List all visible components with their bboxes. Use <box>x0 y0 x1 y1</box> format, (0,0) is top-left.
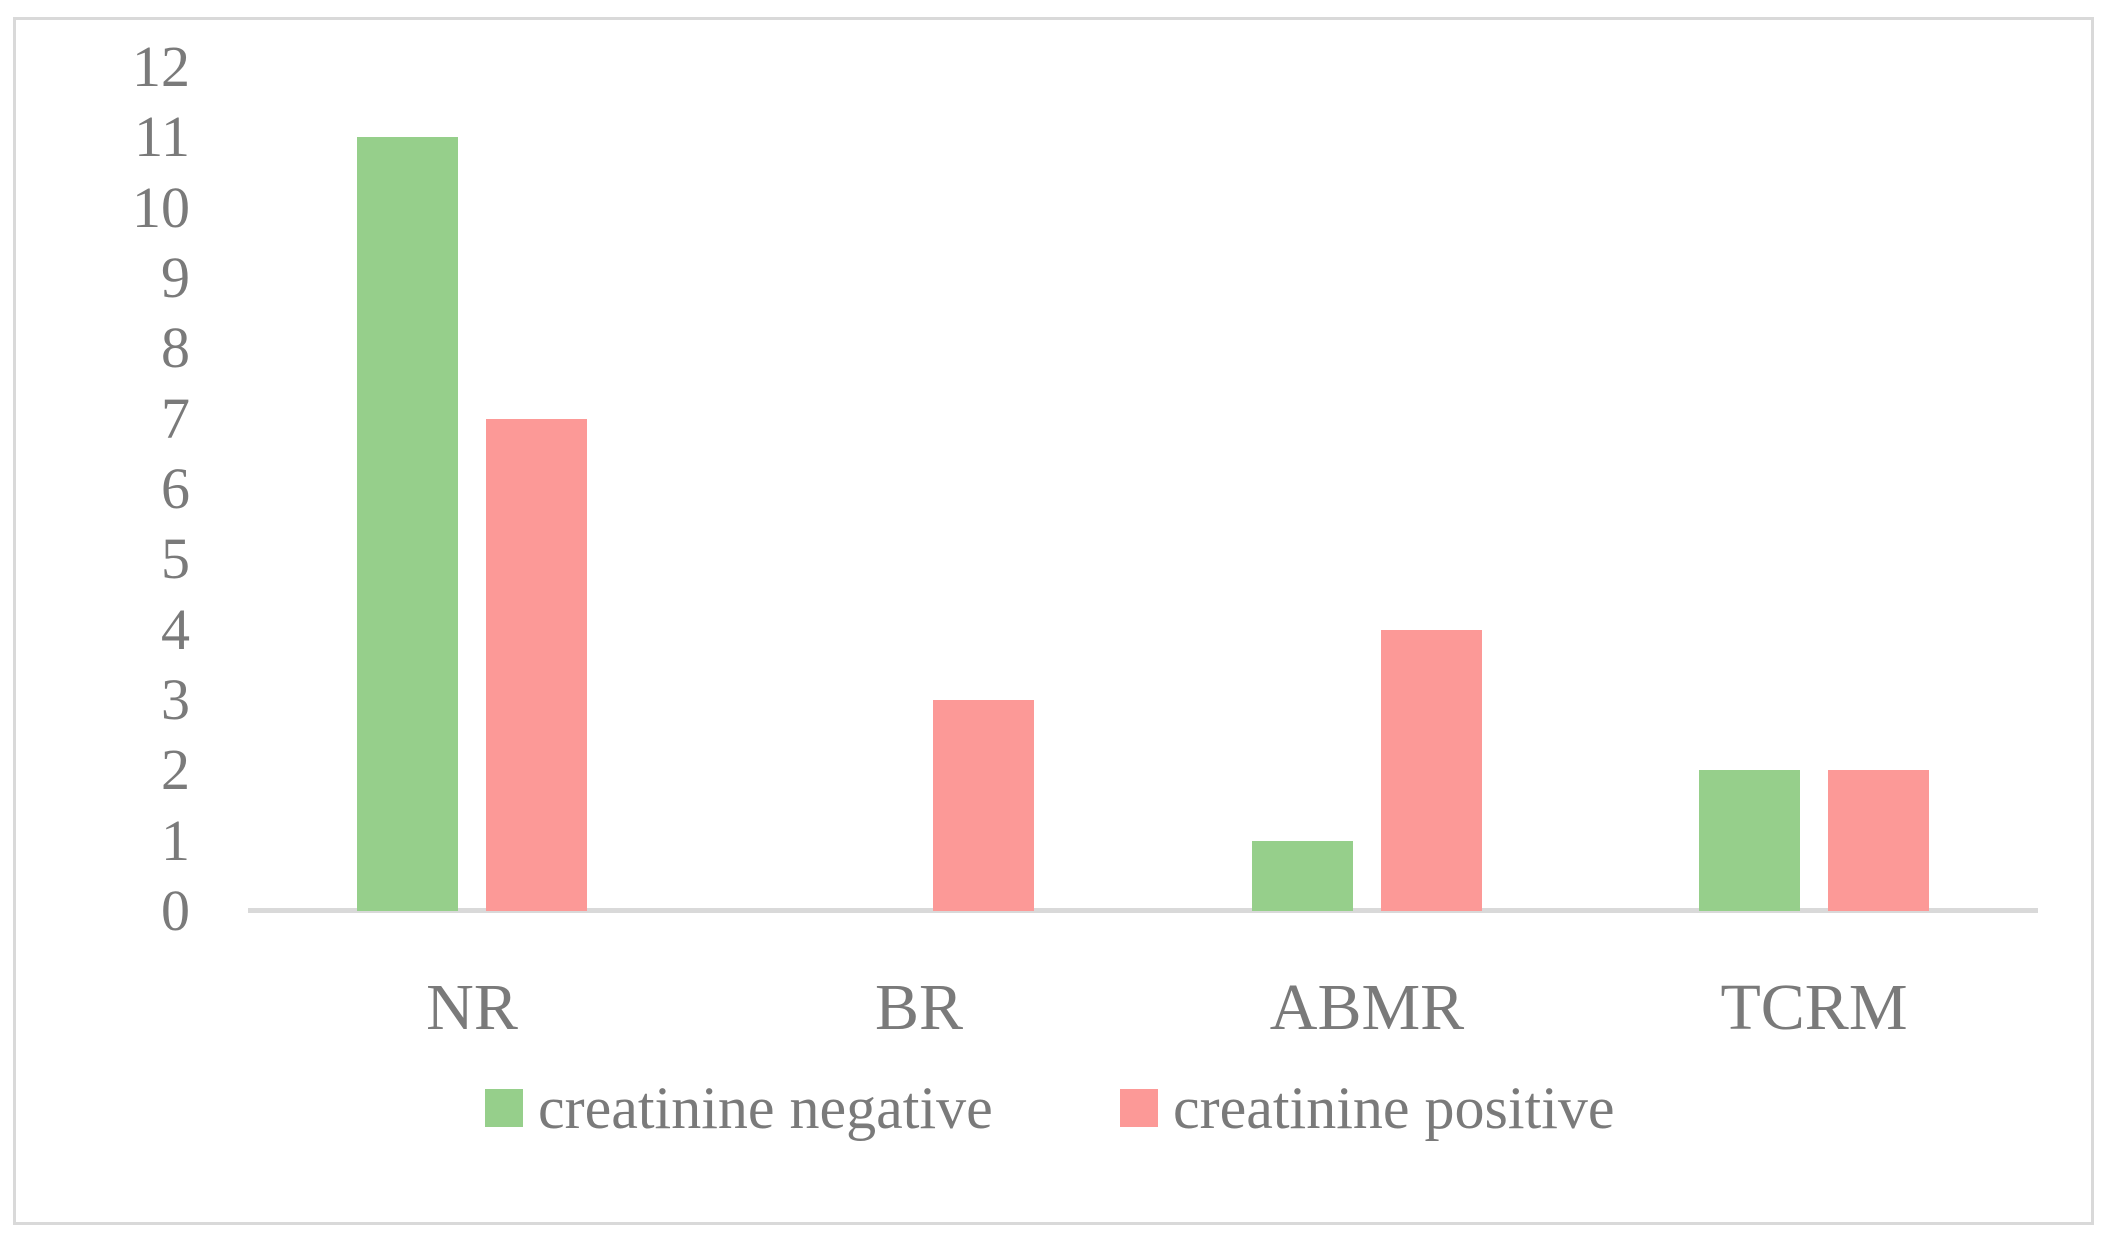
y-tick-label-10: 10 <box>132 174 190 240</box>
bar-abmr-creatinine-negative <box>1252 841 1353 911</box>
x-axis-label-nr: NR <box>426 971 518 1044</box>
legend-item-creatinine-negative: creatinine negative <box>485 1078 993 1138</box>
y-tick-label-9: 9 <box>161 245 190 311</box>
y-tick-label-0: 0 <box>161 878 190 943</box>
y-tick-label-7: 7 <box>161 385 190 451</box>
bar-nr-creatinine-positive <box>486 419 587 911</box>
x-axis-label-br: BR <box>874 971 964 1044</box>
y-tick-label-12: 12 <box>132 34 190 100</box>
y-tick-label-6: 6 <box>161 456 190 522</box>
legend-swatch-green <box>485 1089 523 1127</box>
bar-tcrm-creatinine-positive <box>1828 770 1929 911</box>
x-axis-label-tcrm: TCRM <box>1720 971 1908 1044</box>
y-tick-label-4: 4 <box>161 596 190 662</box>
y-tick-label-11: 11 <box>134 104 190 170</box>
y-tick-label-3: 3 <box>161 667 190 732</box>
legend-swatch-pink <box>1120 1089 1158 1127</box>
y-tick-label-1: 1 <box>161 807 190 873</box>
bar-br-creatinine-positive <box>933 700 1034 911</box>
x-axis-label-abmr: ABMR <box>1269 971 1465 1044</box>
bar-tcrm-creatinine-negative <box>1699 770 1800 911</box>
y-tick-label-2: 2 <box>161 737 190 803</box>
legend-label-creatinine-negative: creatinine negative <box>538 1075 993 1141</box>
x-axis-line <box>248 908 2038 913</box>
legend-item-creatinine-positive: creatinine positive <box>1120 1078 1615 1138</box>
legend-label-creatinine-positive: creatinine positive <box>1173 1075 1615 1141</box>
y-tick-label-8: 8 <box>161 315 190 381</box>
y-tick-label-5: 5 <box>161 526 190 592</box>
chart-frame <box>13 17 2094 1225</box>
bar-abmr-creatinine-positive <box>1381 630 1482 911</box>
bar-nr-creatinine-negative <box>357 137 458 911</box>
